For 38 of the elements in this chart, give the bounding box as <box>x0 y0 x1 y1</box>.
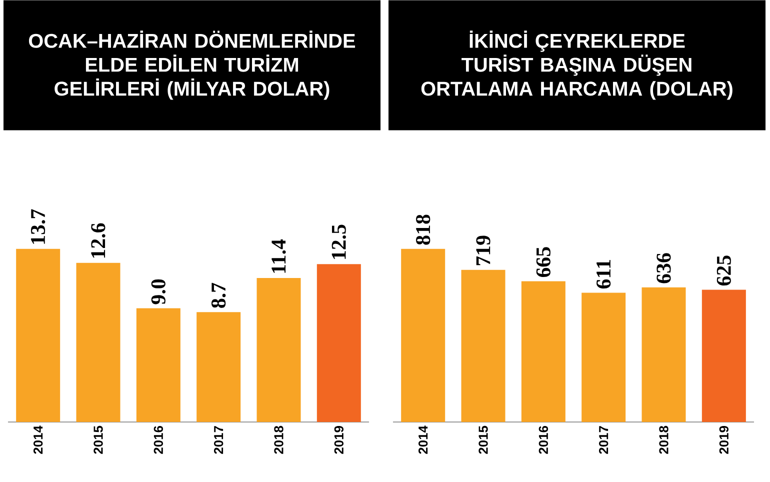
bar <box>642 287 686 422</box>
chart-title: OCAK–HAZİRAN DÖNEMLERİNDE ELDE EDİLEN TURİZM GELİRLERİ (MİLYAR DOLAR) <box>28 30 356 100</box>
bar <box>582 292 626 422</box>
x-tick-label: 2016 <box>154 426 163 454</box>
bar <box>521 281 566 422</box>
bar <box>76 262 120 422</box>
x-tick-label: 2015 <box>94 426 103 454</box>
data-label: 8.7 <box>211 282 226 308</box>
data-label: 12.6 <box>91 223 106 258</box>
bar <box>401 248 446 422</box>
bar <box>461 270 506 422</box>
x-tick-label: 2017 <box>599 426 608 454</box>
data-label: 11.4 <box>272 239 286 273</box>
x-tick-label: 2015 <box>478 426 488 454</box>
x-tick-label: 2018 <box>659 426 668 454</box>
bar <box>136 308 180 422</box>
x-tick-label: 2018 <box>274 426 284 454</box>
data-label: 636 <box>656 253 671 284</box>
data-label: 625 <box>716 256 731 286</box>
bar <box>316 264 361 422</box>
data-label: 9.0 <box>151 279 166 304</box>
data-label: 611 <box>596 260 611 288</box>
data-label: 12.5 <box>332 224 346 259</box>
x-tick-label: 2014 <box>33 426 43 454</box>
data-label: 818 <box>416 214 430 245</box>
x-tick-label: 2014 <box>418 426 428 454</box>
data-label: 13.7 <box>31 209 46 244</box>
data-label: 719 <box>476 236 490 266</box>
x-tick-label: 2016 <box>538 426 548 454</box>
data-label: 665 <box>536 247 550 278</box>
x-tick-label: 2019 <box>719 426 729 454</box>
x-tick-label: 2019 <box>334 426 344 454</box>
bar <box>256 278 301 422</box>
bar <box>16 248 60 422</box>
chart-title: İKİNCİ ÇEYREKLERDE TURİST BAŞINA DÜŞEN ORTALAMA HARCAMA (DOLAR) <box>421 30 732 100</box>
bar <box>196 312 241 422</box>
bar <box>702 290 746 422</box>
x-tick-label: 2017 <box>214 426 224 454</box>
